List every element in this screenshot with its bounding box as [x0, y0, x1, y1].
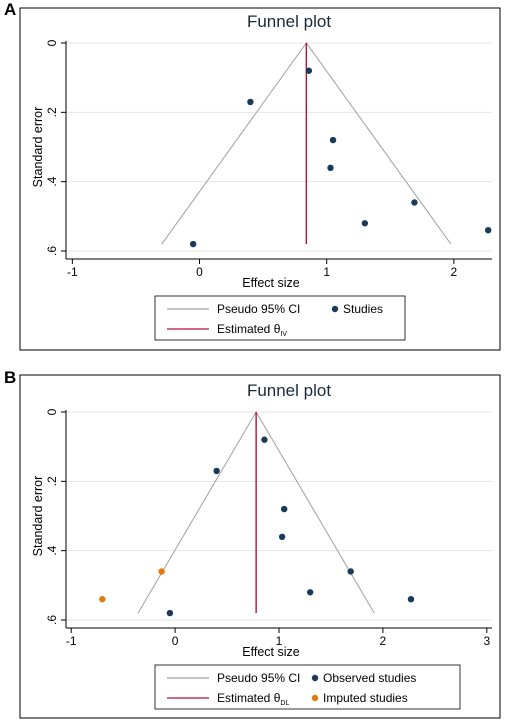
- chart-title: Funnel plot: [247, 12, 331, 31]
- legend-label: Studies: [343, 302, 383, 316]
- legend-label: Pseudo 95% CI: [217, 302, 300, 316]
- legend-swatch-dot: [311, 694, 319, 702]
- chart-frame: [19, 7, 501, 351]
- y-tick-label: .6: [45, 246, 59, 256]
- data-point-studies: [247, 98, 254, 106]
- data-point-studies: [189, 240, 197, 248]
- x-tick-label: 1: [323, 265, 330, 279]
- legend-subscript: IV: [280, 331, 287, 338]
- legend-label: Estimated θIV: [217, 322, 287, 338]
- x-tick-label: 0: [172, 634, 179, 648]
- legend-label: Imputed studies: [323, 691, 408, 705]
- data-point-observed-studies: [261, 436, 268, 443]
- legend-box: [154, 664, 461, 710]
- x-tick-label: 1: [276, 634, 283, 648]
- legend-box: [154, 295, 406, 341]
- legend-label: Pseudo 95% CI: [217, 671, 300, 685]
- chart-title: Funnel plot: [247, 381, 331, 400]
- chart-panel-b: Funnel plot 0 .2 .4 .6 -1 0 1 2 3 Effect size Stand…: [19, 374, 501, 719]
- data-point-studies: [484, 227, 492, 234]
- data-point-observed-studies: [278, 533, 286, 540]
- x-axis-label: Effect size: [242, 276, 299, 290]
- chart-panel-a: Funnel plot 0 .2 .4 .6 -1 0 1 2 Effect size Standa…: [19, 7, 501, 351]
- data-point-studies: [361, 220, 369, 227]
- x-tick-label: -1: [66, 634, 77, 648]
- data-point-imputed-studies: [99, 596, 106, 603]
- data-point-observed-studies: [280, 505, 288, 513]
- legend-label: Observed studies: [323, 671, 416, 685]
- data-point-observed-studies: [213, 467, 220, 475]
- y-tick-label: .2: [45, 107, 59, 117]
- y-tick-label: .2: [45, 476, 59, 486]
- y-tick-label: .4: [45, 545, 59, 555]
- legend-label: Estimated θDL: [217, 691, 289, 707]
- legend-subscript: DL: [280, 700, 289, 707]
- x-axis-label: Effect size: [242, 645, 299, 659]
- x-tick-label: 0: [196, 265, 203, 279]
- x-tick-label: -1: [67, 265, 78, 279]
- data-point-studies: [327, 164, 334, 171]
- y-tick-label: .4: [45, 176, 59, 186]
- x-tick-label: 2: [451, 265, 458, 279]
- data-point-studies: [329, 136, 337, 144]
- chart-frame: [19, 374, 501, 719]
- y-tick-label: .6: [45, 615, 59, 625]
- data-point-imputed-studies: [158, 568, 165, 575]
- legend-swatch-dot: [331, 305, 339, 313]
- x-tick-label: 2: [380, 634, 387, 648]
- y-axis-label: Standard error: [31, 107, 45, 188]
- x-tick-label: 3: [483, 634, 490, 648]
- panel-letter-a: A: [4, 0, 17, 19]
- data-point-observed-studies: [306, 589, 314, 596]
- legend-swatch-dot: [311, 674, 319, 682]
- data-point-studies: [305, 67, 313, 74]
- panel-letter-b: B: [4, 368, 17, 387]
- y-tick-label: 0: [45, 408, 59, 415]
- data-point-studies: [411, 199, 418, 206]
- data-point-observed-studies: [347, 568, 354, 575]
- y-tick-label: 0: [45, 39, 59, 46]
- y-axis-label: Standard error: [31, 476, 45, 557]
- data-point-observed-studies: [407, 596, 415, 603]
- data-point-observed-studies: [166, 609, 174, 617]
